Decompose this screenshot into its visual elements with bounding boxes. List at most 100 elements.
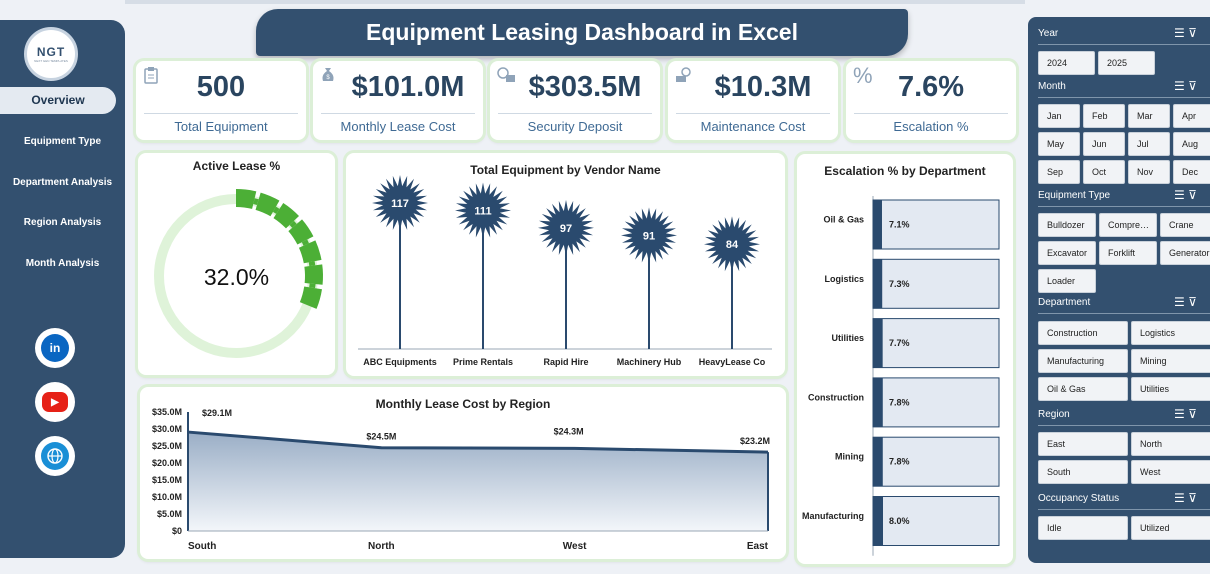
region-data-label: $24.5M (366, 432, 396, 442)
region-ytick-label: $5.0M (157, 509, 182, 519)
kpi-value: $101.0M (351, 71, 465, 103)
vendor-burst (621, 207, 677, 264)
slicer-item[interactable]: 2025 (1098, 51, 1155, 75)
vendor-burst (455, 182, 511, 239)
escalation-value-label: 7.8% (889, 397, 910, 407)
nav-overview[interactable]: Overview (0, 87, 116, 114)
donut-segment-joint (308, 261, 316, 267)
escalation-category-label: Manufacturing (802, 511, 864, 521)
escalation-category-label: Utilities (831, 333, 864, 343)
slicer-item[interactable]: Feb (1083, 104, 1125, 128)
slicer-filter-icon[interactable]: ☰ ⊽ (1174, 491, 1197, 505)
region-data-label: $24.3M (554, 426, 584, 436)
slicer-filter-icon[interactable]: ☰ ⊽ (1174, 407, 1197, 421)
slicer-item[interactable]: South (1038, 460, 1128, 484)
escalation-bar (873, 377, 883, 427)
slicer-item[interactable]: Oct (1083, 160, 1125, 184)
maintenance-icon (674, 66, 692, 84)
slicer-item[interactable]: Jun (1083, 132, 1125, 156)
vendor-category-label: ABC Equipments (363, 357, 437, 367)
slicer-panel: Year ☰ ⊽ 2024 2025 Month ☰ ⊽ Jan Feb Mar Apr May Ju… (1028, 17, 1210, 563)
donut-segment (304, 264, 323, 285)
kpi-label: Security Deposit (527, 119, 623, 134)
nav-region-analysis[interactable]: Region Analysis (23, 217, 102, 228)
slicer-item[interactable]: Construction (1038, 321, 1128, 345)
slicer-item[interactable]: Utilized (1131, 516, 1210, 540)
slicer-item[interactable]: Loader (1038, 269, 1096, 293)
nav-equipment-type[interactable]: Equipment Type (23, 136, 102, 147)
active-lease-donut (154, 189, 323, 358)
slicer-item[interactable]: Mining (1131, 349, 1210, 373)
slicer-filter-icon[interactable]: ☰ ⊽ (1174, 188, 1197, 202)
slicer-item[interactable]: Excavator (1038, 241, 1096, 265)
slicer-item[interactable]: Oil & Gas (1038, 377, 1128, 401)
region-data-label: $23.2M (740, 436, 770, 446)
slicer-item[interactable]: Mar (1128, 104, 1170, 128)
kpi-label: Maintenance Cost (700, 119, 806, 134)
linkedin-icon: in (41, 334, 69, 362)
escalation-bar-track (872, 377, 1000, 428)
vendor-chart-title: Total Equipment by Vendor Name (470, 163, 661, 177)
slicer-item[interactable]: 2024 (1038, 51, 1095, 75)
nav-month-analysis[interactable]: Month Analysis (25, 258, 100, 269)
linkedin-button[interactable]: in (35, 328, 75, 368)
kpi-value: 7.6% (897, 71, 965, 103)
slicer-item[interactable]: Idle (1038, 516, 1128, 540)
slicer-item[interactable]: West (1131, 460, 1210, 484)
slicer-item[interactable]: East (1038, 432, 1128, 456)
slicer-item[interactable]: Aug (1173, 132, 1210, 156)
slicer-divider (1038, 313, 1210, 314)
slicer-item[interactable]: Nov (1128, 160, 1170, 184)
logo-text: NGT (36, 45, 66, 59)
slicer-item[interactable]: Jan (1038, 104, 1080, 128)
slicer-item[interactable]: Compre… (1099, 213, 1157, 237)
escalation-value-label: 7.3% (889, 279, 910, 289)
slicer-filter-icon[interactable]: ☰ ⊽ (1174, 79, 1197, 93)
donut-segment-joint (272, 206, 280, 214)
kpi-card-total-equipment: 500 Total Equipment (136, 61, 306, 140)
nav-department-analysis[interactable]: Department Analysis (12, 177, 113, 188)
escalation-bar (873, 259, 883, 309)
slicer-filter-icon[interactable]: ☰ ⊽ (1174, 26, 1197, 40)
kpi-label: Total Equipment (174, 119, 268, 134)
vendor-category-label: Machinery Hub (617, 357, 682, 367)
slicer-item[interactable]: Logistics (1131, 321, 1210, 345)
slicer-item[interactable]: North (1131, 432, 1210, 456)
website-button[interactable] (35, 436, 75, 476)
escalation-bar (873, 200, 882, 249)
slicer-header: Month (1038, 81, 1066, 92)
kpi-value: $10.3M (714, 71, 812, 103)
slicer-item[interactable]: Jul (1128, 132, 1170, 156)
vendor-category-label: HeavyLease Co (699, 357, 766, 367)
kpi-label: Monthly Lease Cost (340, 119, 456, 134)
slicer-item[interactable]: Apr (1173, 104, 1210, 128)
slicer-header: Region (1038, 409, 1070, 420)
escalation-value-label: 7.1% (889, 220, 910, 230)
vendor-category-label: Rapid Hire (543, 357, 588, 367)
slicer-item[interactable]: Generator (1160, 241, 1210, 265)
slicer-item[interactable]: Manufacturing (1038, 349, 1128, 373)
escalation-bar (873, 318, 883, 368)
region-category-label: North (368, 541, 395, 552)
youtube-button[interactable]: ▶ (35, 382, 75, 422)
escalation-chart-panel: Escalation % by Department 7.1% Oil & Gas… (797, 154, 1013, 564)
slicer-item[interactable]: Crane (1160, 213, 1210, 237)
kpi-value: $303.5M (528, 71, 642, 103)
slicer-filter-icon[interactable]: ☰ ⊽ (1174, 295, 1197, 309)
slicer-item[interactable]: Sep (1038, 160, 1080, 184)
kpi-card-maintenance-cost: $10.3M Maintenance Cost (668, 61, 838, 140)
donut-segment (273, 202, 300, 229)
escalation-bar (873, 496, 883, 546)
escalation-category-label: Mining (835, 452, 864, 462)
dashboard-title-banner: Equipment Leasing Dashboard in Excel (256, 9, 908, 56)
vendor-value-label: 111 (474, 205, 491, 217)
slicer-item[interactable]: Dec (1173, 160, 1210, 184)
escalation-category-label: Construction (808, 392, 864, 402)
slicer-item[interactable]: May (1038, 132, 1080, 156)
slicer-item[interactable]: Bulldozer (1038, 213, 1096, 237)
slicer-item[interactable]: Utilities (1131, 377, 1210, 401)
vendor-burst (372, 175, 428, 231)
slicer-item[interactable]: Forklift (1099, 241, 1157, 265)
region-ytick-label: $35.0M (152, 407, 182, 417)
donut-active-arc (236, 189, 323, 309)
